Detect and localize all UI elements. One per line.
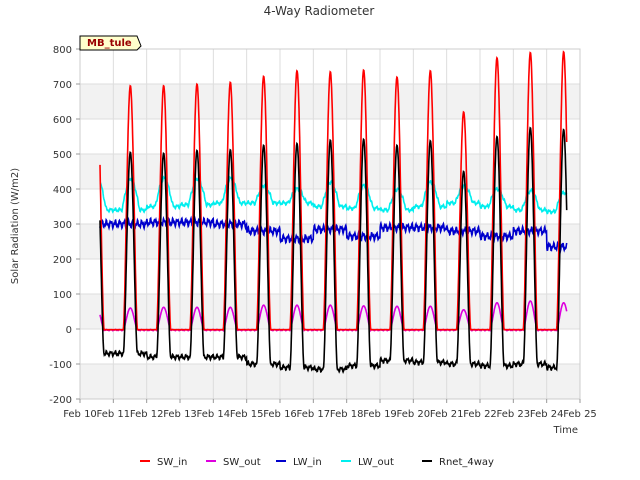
x-tick-label: Feb 22 [463,409,497,420]
series-line-rnet-4way [99,126,568,374]
x-tick-label: Feb 24 [530,409,564,420]
annotation-box: MB_tule [79,35,142,51]
y-tick-label: 500 [53,150,72,161]
y-tick-label: 700 [53,80,72,91]
legend-label: LW_in [293,457,322,468]
y-tick-label: 200 [53,255,72,266]
y-tick-label: 300 [53,220,72,231]
y-tick-label: 800 [53,45,72,56]
x-tick-label: Feb 18 [330,409,364,420]
x-tick-label: Feb 25 [563,409,597,420]
x-tick-label: Feb 19 [363,409,397,420]
x-tick-label: Feb 13 [163,409,197,420]
legend: SW_in SW_out LW_in LW_out Rnet_4way [140,457,494,468]
series-layer [99,50,568,374]
legend-label: LW_out [358,457,394,468]
x-tick-label: Feb 15 [230,409,264,420]
y-tick-label: -100 [49,360,72,371]
y-tick-label: -200 [49,395,72,406]
y-tick-label: 600 [53,115,72,126]
x-tick-label: Feb 23 [497,409,531,420]
x-tick-label: Feb 11 [97,409,131,420]
chart-title: 4-Way Radiometer [264,4,375,18]
y-axis-label: Solar Radiation (W/m2) [10,168,21,284]
x-tick-label: Feb 21 [430,409,464,420]
y-tick-label: 0 [66,325,72,336]
x-tick-label: Feb 17 [297,409,331,420]
x-tick-label: Feb 20 [397,409,431,420]
legend-label: SW_in [157,457,187,468]
band-shading [80,84,580,119]
series-line-sw-in [99,50,568,331]
x-tick-label: Feb 12 [130,409,164,420]
x-tick-label: Feb 10 [63,409,97,420]
band-shading [80,364,580,399]
legend-label: SW_out [223,457,261,468]
band-shading [80,294,580,329]
y-tick-label: 400 [53,185,72,196]
x-tick-label: Feb 16 [263,409,297,420]
y-tick-label: 100 [53,290,72,301]
x-tick-label: Feb 14 [197,409,231,420]
x-axis-label: Time [553,425,578,436]
annotation-label: MB_tule [87,38,132,49]
legend-label: Rnet_4way [439,457,494,468]
